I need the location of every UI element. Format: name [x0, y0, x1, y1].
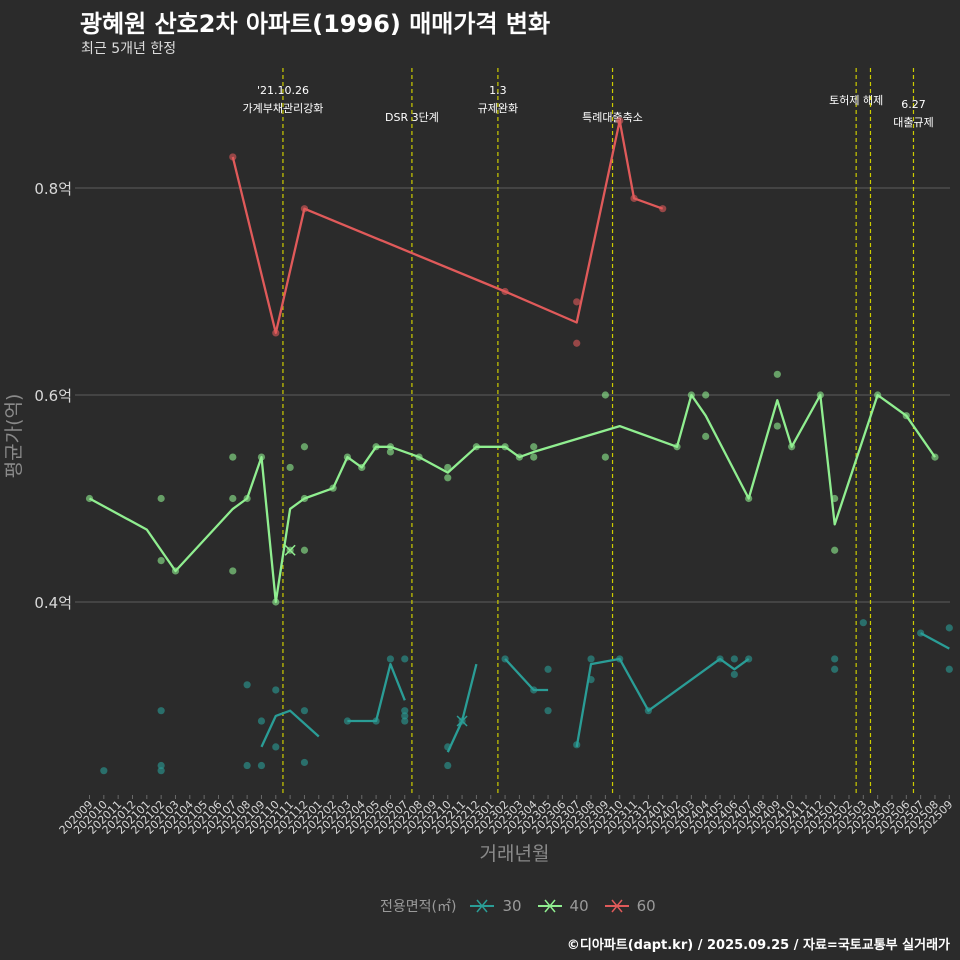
series-line-30 — [920, 632, 950, 650]
legend-title: 전용면적(㎡) — [380, 899, 457, 915]
data-point-30 — [243, 761, 251, 770]
data-point-40 — [286, 463, 294, 472]
legend-key-40-icon — [537, 899, 562, 913]
data-point-30 — [401, 707, 409, 715]
data-point-30 — [945, 665, 953, 673]
data-point-30 — [100, 767, 108, 775]
data-point-40 — [530, 453, 538, 461]
series-line-40 — [88, 393, 936, 604]
legend-label-40: 40 — [569, 897, 589, 915]
data-point-30 — [157, 761, 165, 770]
data-point-30 — [401, 717, 409, 725]
data-point-30 — [831, 665, 839, 673]
y-axis-title: 평균가(억) — [3, 394, 25, 479]
cross-marker-30 — [456, 715, 468, 727]
chart-title: 광혜원 산호2차 아파트(1996) 매매가격 변화 — [80, 10, 551, 38]
data-point-30 — [257, 761, 266, 770]
event-label: 토허제 해제 — [829, 93, 883, 107]
series-line-30 — [446, 663, 478, 753]
data-point-30 — [300, 707, 309, 715]
legend: 전용면적(㎡) 30 40 60 — [380, 896, 670, 916]
data-point-30 — [257, 717, 266, 725]
legend-label-60: 60 — [636, 897, 656, 915]
y-tick-label: 0.6억 — [34, 387, 72, 405]
event-date-label: '21.10.26 — [257, 84, 309, 97]
event-label: 대출규제 — [893, 116, 933, 129]
event-date-label: 6.27 — [901, 98, 926, 111]
data-point-60 — [573, 339, 581, 347]
data-point-40 — [157, 494, 165, 503]
data-point-40 — [229, 567, 237, 575]
data-point-30 — [157, 767, 165, 775]
data-point-40 — [229, 453, 237, 461]
data-point-40 — [300, 443, 309, 451]
data-point-30 — [587, 655, 595, 663]
data-point-30 — [544, 707, 552, 715]
legend-item-60[interactable]: 60 — [603, 896, 656, 916]
series-line-60 — [231, 119, 664, 335]
data-point-40 — [300, 546, 309, 554]
event-date-label: 1.3 — [489, 84, 507, 97]
y-tick-label: 0.8억 — [34, 180, 72, 198]
data-point-40 — [702, 391, 710, 399]
data-point-30 — [300, 758, 309, 767]
y-tick-label: 0.4억 — [34, 594, 72, 612]
x-axis-title: 거래년월 — [480, 843, 550, 865]
legend-key-60-icon — [604, 899, 629, 913]
data-point-30 — [157, 707, 165, 715]
data-point-40 — [386, 448, 395, 456]
series-layer — [85, 117, 953, 775]
data-point-30 — [386, 655, 395, 663]
data-point-40 — [702, 432, 710, 440]
axis-layer: 0.4억0.6억0.8억2020092020102020112020122021… — [3, 180, 955, 865]
data-point-60 — [573, 298, 581, 306]
data-point-40 — [444, 474, 452, 482]
data-point-30 — [730, 655, 738, 663]
data-point-30 — [730, 670, 738, 679]
data-point-30 — [401, 655, 409, 663]
legend-item-40[interactable]: 40 — [536, 896, 589, 916]
chart-subtitle: 최근 5개년 한정 — [81, 41, 177, 57]
grid-layer — [75, 187, 950, 603]
legend-item-30[interactable]: 30 — [468, 896, 522, 916]
data-point-30 — [272, 686, 280, 694]
event-label: DSR 3단계 — [385, 111, 439, 124]
series-line-30 — [347, 662, 406, 723]
series-line-30 — [260, 709, 320, 748]
data-point-40 — [444, 463, 452, 472]
legend-label-30: 30 — [502, 897, 522, 915]
data-point-30 — [444, 761, 452, 770]
data-point-40 — [530, 443, 538, 451]
data-point-30 — [544, 665, 552, 673]
event-label: 규제완화 — [478, 102, 518, 115]
data-point-30 — [831, 655, 839, 663]
data-point-40 — [773, 370, 781, 378]
data-point-40 — [601, 391, 609, 399]
data-point-40 — [773, 422, 781, 430]
data-point-30 — [859, 619, 867, 627]
data-point-30 — [945, 624, 953, 632]
series-line-30 — [575, 657, 750, 748]
legend-key-30-icon — [470, 899, 495, 913]
data-point-30 — [401, 712, 409, 720]
data-point-30 — [243, 681, 251, 689]
event-label: 가계부채관리강화 — [242, 102, 323, 115]
data-point-40 — [601, 453, 609, 461]
data-point-40 — [157, 557, 165, 565]
data-point-40 — [831, 546, 839, 554]
data-point-40 — [229, 494, 237, 503]
cross-marker-40 — [284, 544, 296, 556]
data-point-60 — [229, 153, 237, 161]
data-point-30 — [272, 743, 280, 751]
event-label: 특례대출축소 — [582, 111, 643, 124]
series-line-30 — [504, 658, 549, 692]
source-caption: ©디아파트(dapt.kr) / 2025.09.25 / 자료=국토교통부 실… — [566, 938, 950, 953]
